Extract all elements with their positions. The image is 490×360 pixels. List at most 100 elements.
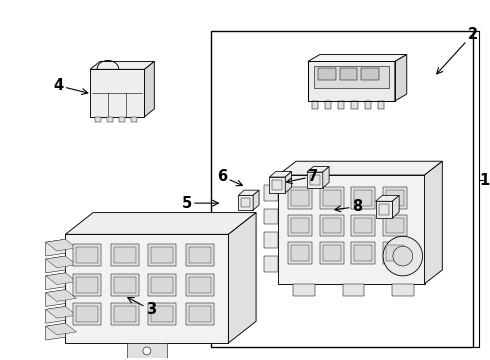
- Bar: [308, 62, 395, 101]
- Bar: [323, 190, 341, 206]
- Polygon shape: [46, 306, 65, 323]
- Polygon shape: [270, 171, 292, 177]
- Polygon shape: [323, 167, 329, 188]
- Bar: [189, 277, 211, 293]
- Bar: [386, 190, 404, 206]
- Polygon shape: [46, 323, 65, 340]
- Bar: [379, 204, 390, 215]
- Bar: [386, 217, 404, 233]
- Bar: [74, 244, 101, 266]
- Bar: [351, 187, 375, 209]
- Polygon shape: [46, 306, 76, 318]
- Bar: [320, 242, 343, 264]
- Bar: [114, 306, 136, 322]
- Bar: [323, 217, 341, 233]
- Bar: [107, 117, 113, 122]
- Polygon shape: [46, 290, 76, 301]
- Polygon shape: [238, 190, 259, 195]
- Bar: [189, 247, 211, 263]
- Bar: [151, 306, 173, 322]
- Bar: [111, 303, 139, 325]
- Bar: [320, 215, 343, 236]
- Bar: [76, 277, 98, 293]
- Text: 5: 5: [182, 195, 219, 211]
- Bar: [307, 172, 323, 188]
- Polygon shape: [308, 54, 407, 62]
- Text: 3: 3: [128, 297, 156, 317]
- Polygon shape: [46, 290, 65, 306]
- Polygon shape: [46, 273, 76, 284]
- Bar: [312, 101, 318, 109]
- Text: 2: 2: [437, 27, 478, 74]
- Bar: [291, 190, 309, 206]
- Polygon shape: [90, 62, 154, 69]
- Bar: [114, 277, 136, 293]
- Bar: [354, 190, 372, 206]
- Bar: [288, 215, 312, 236]
- Bar: [76, 247, 98, 263]
- Polygon shape: [46, 273, 65, 290]
- Bar: [76, 306, 98, 322]
- Polygon shape: [424, 161, 442, 284]
- Polygon shape: [46, 239, 76, 251]
- Bar: [386, 245, 404, 261]
- Bar: [354, 217, 372, 233]
- Polygon shape: [395, 54, 407, 101]
- Bar: [338, 101, 344, 109]
- Text: 8: 8: [335, 199, 362, 214]
- Polygon shape: [265, 232, 278, 248]
- Bar: [65, 234, 228, 343]
- Text: 6: 6: [217, 169, 243, 186]
- Polygon shape: [285, 171, 292, 193]
- Circle shape: [393, 246, 413, 266]
- Bar: [351, 215, 375, 236]
- Bar: [272, 180, 282, 190]
- Polygon shape: [46, 256, 65, 273]
- Polygon shape: [376, 195, 399, 201]
- Polygon shape: [265, 185, 278, 201]
- Bar: [314, 66, 389, 88]
- Bar: [241, 198, 250, 207]
- Bar: [238, 195, 253, 210]
- Bar: [291, 217, 309, 233]
- Polygon shape: [46, 323, 76, 335]
- Bar: [310, 175, 320, 185]
- Bar: [325, 101, 331, 109]
- Bar: [278, 175, 424, 284]
- Bar: [186, 244, 214, 266]
- Bar: [365, 101, 371, 109]
- Polygon shape: [145, 62, 154, 117]
- Bar: [392, 284, 414, 296]
- Bar: [270, 177, 285, 193]
- Text: 4: 4: [53, 78, 88, 94]
- Bar: [211, 31, 473, 347]
- Bar: [74, 274, 101, 296]
- Polygon shape: [278, 161, 442, 175]
- Bar: [361, 68, 379, 80]
- Bar: [340, 68, 357, 80]
- Polygon shape: [253, 190, 259, 210]
- Bar: [318, 68, 336, 80]
- Bar: [74, 303, 101, 325]
- Bar: [119, 117, 124, 122]
- Circle shape: [143, 347, 151, 355]
- Bar: [114, 247, 136, 263]
- Bar: [323, 245, 341, 261]
- Bar: [151, 247, 173, 263]
- Polygon shape: [392, 195, 399, 218]
- Bar: [351, 242, 375, 264]
- Bar: [111, 244, 139, 266]
- Bar: [151, 277, 173, 293]
- Bar: [111, 274, 139, 296]
- Bar: [383, 215, 407, 236]
- Polygon shape: [46, 239, 65, 256]
- Bar: [376, 201, 392, 218]
- Bar: [383, 187, 407, 209]
- Bar: [186, 303, 214, 325]
- Polygon shape: [46, 256, 76, 268]
- Polygon shape: [265, 256, 278, 272]
- Bar: [127, 343, 167, 358]
- Polygon shape: [265, 209, 278, 224]
- Bar: [148, 244, 176, 266]
- Circle shape: [383, 236, 422, 276]
